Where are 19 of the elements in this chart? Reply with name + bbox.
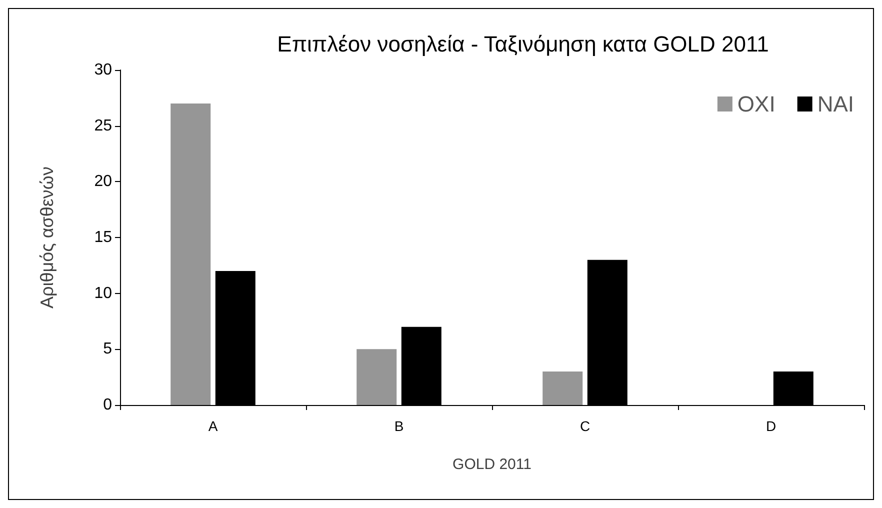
x-tick-label: C: [580, 418, 590, 434]
x-tick-label: D: [766, 418, 776, 434]
legend-label: ΟΧΙ: [737, 92, 776, 116]
legend-label: ΝΑΙ: [817, 92, 854, 116]
chart-title: Επιπλέον νοσηλεία - Ταξινόμηση κατα GOLD 2011: [277, 32, 769, 56]
y-tick-label: 20: [94, 173, 112, 190]
y-tick-label: 25: [94, 117, 112, 134]
y-axis-title: Αριθμός ασθενών: [37, 166, 57, 308]
x-axis-title: GOLD 2011: [452, 456, 532, 473]
y-tick-label: 15: [94, 229, 112, 246]
y-tick-label: 0: [103, 396, 112, 414]
y-tick-label: 30: [94, 62, 112, 78]
bar: [170, 104, 211, 405]
x-tick-label: A: [208, 418, 218, 434]
y-tick-label: 10: [94, 284, 112, 302]
y-tick-label: 5: [103, 340, 112, 358]
x-tick-label: B: [394, 418, 404, 434]
bar: [356, 349, 397, 405]
bar: [542, 372, 583, 405]
